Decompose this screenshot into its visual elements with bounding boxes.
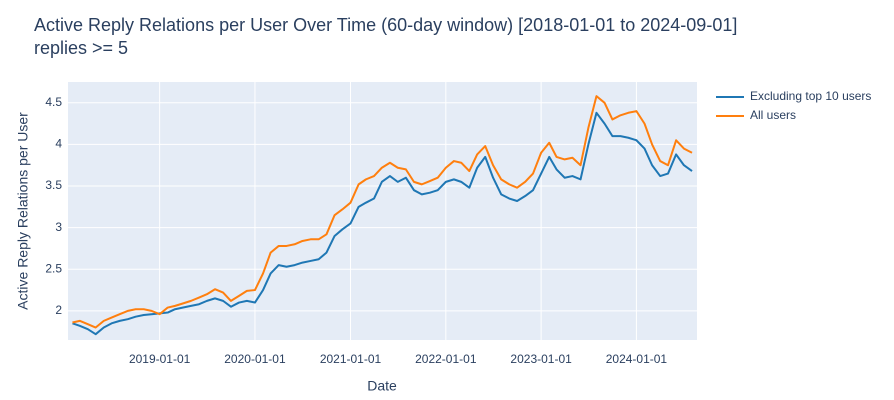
x-tick-label: 2021-01-01 [320,352,382,366]
y-tick-label: 4 [55,137,62,151]
legend-label: All users [750,108,796,122]
legend-label: Excluding top 10 users [750,89,871,103]
chart-subtitle: replies >= 5 [34,38,128,58]
y-tick-label: 4.5 [45,95,62,109]
line-series [72,95,693,329]
x-tick-label: 2024-01-01 [606,352,668,366]
x-axis-title: Date [367,378,397,394]
y-tick-label: 2 [55,303,62,317]
y-axis-title: Active Reply Relations per User [15,112,31,310]
x-tick-label: 2022-01-01 [415,352,477,366]
x-tick-label: 2023-01-01 [510,352,572,366]
line-series [72,111,693,336]
y-tick-label: 2.5 [45,261,62,275]
y-tick-label: 3.5 [45,178,62,192]
plot-area [68,82,697,340]
y-tick-label: 3 [55,220,62,234]
x-tick-label: 2019-01-01 [129,352,191,366]
chart-title: Active Reply Relations per User Over Tim… [34,15,737,35]
x-tick-label: 2020-01-01 [224,352,286,366]
